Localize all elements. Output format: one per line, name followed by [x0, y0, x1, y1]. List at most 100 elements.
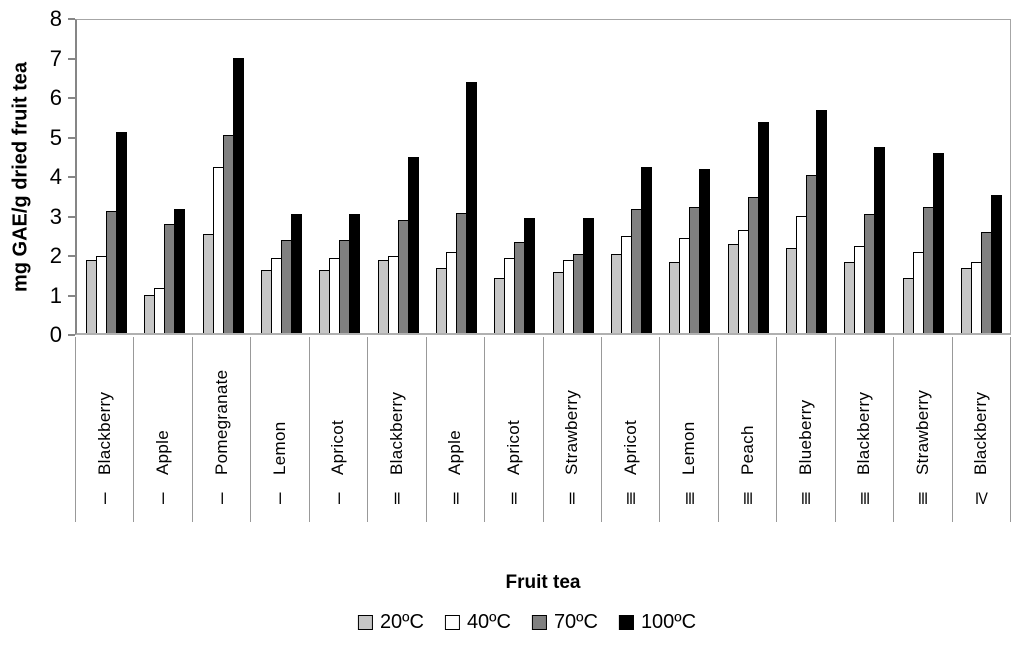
x-axis-title: Fruit tea — [505, 572, 581, 593]
category-label: Pomegranate — [211, 369, 231, 475]
bar-100ºC — [582, 218, 594, 333]
brand-group-label: II — [569, 488, 576, 508]
category-label: Blackberry — [386, 391, 406, 475]
brand-group-label: II — [510, 488, 518, 508]
legend-swatch-icon — [444, 615, 460, 630]
brand-group-label: II — [452, 488, 459, 508]
bar-100ºC — [640, 167, 652, 333]
category-cell: Strawberry II — [544, 337, 602, 522]
category-cell: Blackberry IV — [953, 337, 1011, 522]
legend-swatch-icon — [618, 615, 634, 630]
brand-group-label: III — [859, 488, 870, 508]
bar-group-apricot-i — [310, 20, 368, 333]
bar-group-blackberry-i — [77, 20, 135, 333]
plot-area — [75, 19, 1011, 335]
category-cell: Apricot II — [485, 337, 544, 522]
y-tick-label: 7 — [49, 45, 62, 71]
category-cell: Blackberry III — [836, 337, 895, 522]
legend-item: 100ºC — [618, 611, 697, 634]
category-label: Lemon — [270, 421, 290, 475]
legend-label: 100ºC — [640, 611, 697, 633]
y-tick-mark — [68, 97, 75, 99]
y-tick-mark — [68, 215, 75, 218]
category-cell: Lemon III — [660, 337, 719, 522]
bar-100ºC — [116, 132, 128, 333]
category-cell: Apple II — [427, 337, 486, 522]
bar-100ºC — [757, 122, 769, 333]
bar-100ºC — [932, 153, 944, 333]
bar-group-apricot-iii — [602, 20, 660, 333]
category-cell: Lemon I — [251, 337, 310, 522]
bar-100ºC — [407, 157, 419, 333]
bar-group-blackberry-ii — [369, 20, 427, 333]
y-tick-label: 4 — [49, 164, 62, 189]
y-tick-mark — [68, 136, 75, 139]
brand-group-label: I — [278, 488, 282, 508]
category-cell: Apple I — [134, 337, 193, 522]
legend-label: 40ºC — [466, 611, 511, 633]
category-cell: Blackberry II — [368, 337, 427, 522]
brand-group-label: III — [918, 488, 928, 508]
category-cell: Strawberry III — [894, 337, 953, 522]
bar-group-apple-ii — [427, 20, 485, 333]
category-label: Strawberry — [562, 389, 582, 475]
category-cell: Blackberry I — [76, 337, 135, 522]
category-label: Apricot — [620, 419, 640, 475]
bar-100ºC — [874, 147, 886, 333]
bar-100ºC — [232, 58, 244, 333]
category-label: Blackberry — [854, 391, 874, 475]
category-cell: Apricot III — [602, 337, 661, 522]
bar-group-lemon-iii — [660, 20, 718, 333]
y-tick-mark — [68, 18, 75, 20]
bar-group-blackberry-iii — [835, 20, 893, 333]
y-tick-mark — [68, 176, 75, 178]
category-label: Apricot — [503, 419, 523, 475]
brand-group-label: III — [625, 488, 636, 508]
bar-group-pomegranate-i — [194, 20, 252, 333]
bar-group-strawberry-ii — [544, 20, 602, 333]
category-label: Peach — [737, 425, 757, 475]
legend-swatch-icon — [531, 615, 547, 630]
category-label: Apricot — [328, 419, 348, 475]
brand-group-label: I — [161, 488, 166, 508]
category-label: Blueberry — [795, 399, 815, 475]
y-tick-label: 1 — [49, 282, 62, 308]
brand-group-label: III — [742, 488, 753, 508]
bar-100ºC — [466, 82, 478, 333]
y-tick-label: 6 — [49, 85, 62, 110]
bar-group-strawberry-iii — [893, 20, 951, 333]
legend-item: 40ºC — [444, 611, 511, 634]
legend-label: 20ºC — [379, 611, 424, 633]
category-label: Apple — [445, 430, 465, 475]
bar-100ºC — [990, 195, 1002, 333]
y-tick-mark — [68, 294, 75, 297]
bar-100ºC — [291, 214, 303, 333]
y-tick-label: 3 — [49, 203, 62, 229]
y-tick-label: 0 — [49, 322, 62, 347]
brand-group-label: I — [336, 488, 341, 508]
category-label: Blackberry — [94, 391, 114, 475]
brand-group-label: I — [103, 488, 107, 508]
brand-group-label: IV — [975, 488, 988, 508]
bar-group-apple-i — [135, 20, 193, 333]
y-tick-label: 5 — [49, 124, 62, 150]
category-cell: Apricot I — [310, 337, 369, 522]
chart-legend: 20ºC 40ºC 70ºC 100ºC — [357, 611, 697, 634]
category-cell: Pomegranate I — [193, 337, 252, 522]
bar-100ºC — [524, 218, 536, 333]
bar-group-blueberry-iii — [777, 20, 835, 333]
category-label: Lemon — [679, 421, 699, 475]
legend-item: 70ºC — [531, 611, 598, 634]
category-label: Blackberry — [971, 391, 991, 475]
brand-group-label: I — [219, 488, 224, 508]
brand-group-label: III — [801, 488, 811, 508]
bar-100ºC — [174, 209, 186, 333]
legend-item: 20ºC — [357, 611, 424, 634]
bar-group-apricot-ii — [485, 20, 543, 333]
bar-group-peach-iii — [718, 20, 776, 333]
bar-group-blackberry-iv — [952, 20, 1010, 333]
legend-swatch-icon — [357, 615, 373, 630]
y-tick-mark — [68, 334, 75, 336]
brand-group-label: II — [393, 488, 401, 508]
